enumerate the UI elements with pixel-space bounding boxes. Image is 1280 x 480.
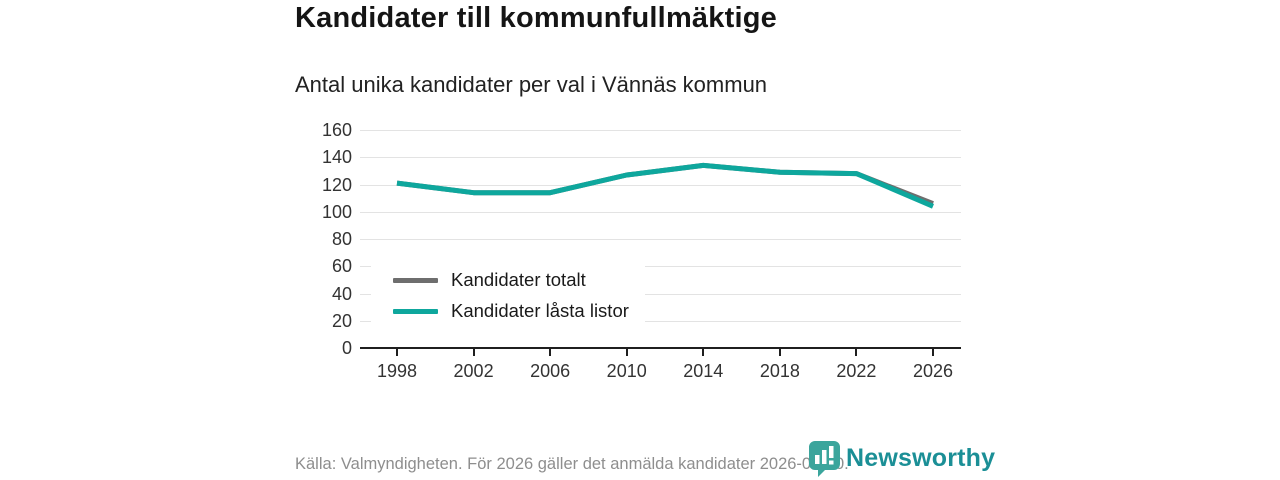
x-tick-label-2022: 2022 [836,361,877,381]
x-tick-label-2010: 2010 [606,361,647,381]
line-kandidater-lasta-listor [396,162,934,209]
x-tick-label-2018: 2018 [759,361,800,381]
y-tick-label-80: 80 [331,229,352,249]
x-tick-2018 [778,349,781,356]
gridline-y-60 [360,266,961,268]
plot-area: 0 20 40 60 80 100 120 140 160 1998 2002 2006 2010 20… [322,120,961,381]
y-tick-label-160: 160 [321,120,352,140]
x-tick-1998 [396,349,398,356]
x-axis-line [360,347,961,349]
newsworthy-logo: Newsworthy [808,440,995,477]
line-series [396,162,934,209]
x-tick-2002 [472,349,475,356]
y-tick-label-40: 40 [331,283,352,304]
legend-swatch-teal [393,308,438,314]
gridline-y-20 [360,320,961,322]
chart-title: Kandidater till kommunfullmäktige [295,2,777,34]
x-tick-label-2014: 2014 [683,361,724,381]
x-tick-label-2026: 2026 [912,361,954,381]
gridline-y-80 [360,239,961,240]
y-tick-label-60: 60 [331,256,352,277]
y-tick-label-120: 120 [321,174,352,195]
y-tick-label-100: 100 [321,201,352,222]
newsworthy-chart-bubble-icon [809,441,840,477]
x-tick-label-2006: 2006 [530,361,571,381]
legend-item-kandidater-lasta-listor: Kandidater låsta listor [393,300,629,322]
x-tick-2022 [855,349,858,356]
x-tick-label-1998: 1998 [376,361,418,381]
gridline-y-40 [360,293,961,295]
legend-swatch-gray [393,277,438,283]
x-tick-2006 [549,349,552,356]
x-tick-2010 [625,349,628,356]
y-tick-label-20: 20 [331,310,352,331]
chart-subtitle: Antal unika kandidater per val i Vännäs … [295,72,768,97]
legend-label: Kandidater totalt [451,269,586,290]
y-tick-label-140: 140 [321,147,352,168]
source-note: Källa: Valmyndigheten. För 2026 gäller d… [295,455,849,473]
legend: Kandidater totalt Kandidater låsta listo… [371,263,645,330]
gridline-y-120 [360,184,961,186]
legend-item-kandidater-totalt: Kandidater totalt [393,269,629,291]
gridline-y-160 [360,130,961,131]
newsworthy-wordmark: Newsworthy [846,444,996,472]
legend-label: Kandidater låsta listor [451,300,629,321]
x-tick-2014 [702,349,705,356]
gridline-y-140 [360,157,961,159]
x-tick-2026 [932,349,934,356]
y-tick-label-0: 0 [341,338,352,358]
x-tick-label-2002: 2002 [453,361,494,381]
gridline-y-100 [360,211,961,213]
